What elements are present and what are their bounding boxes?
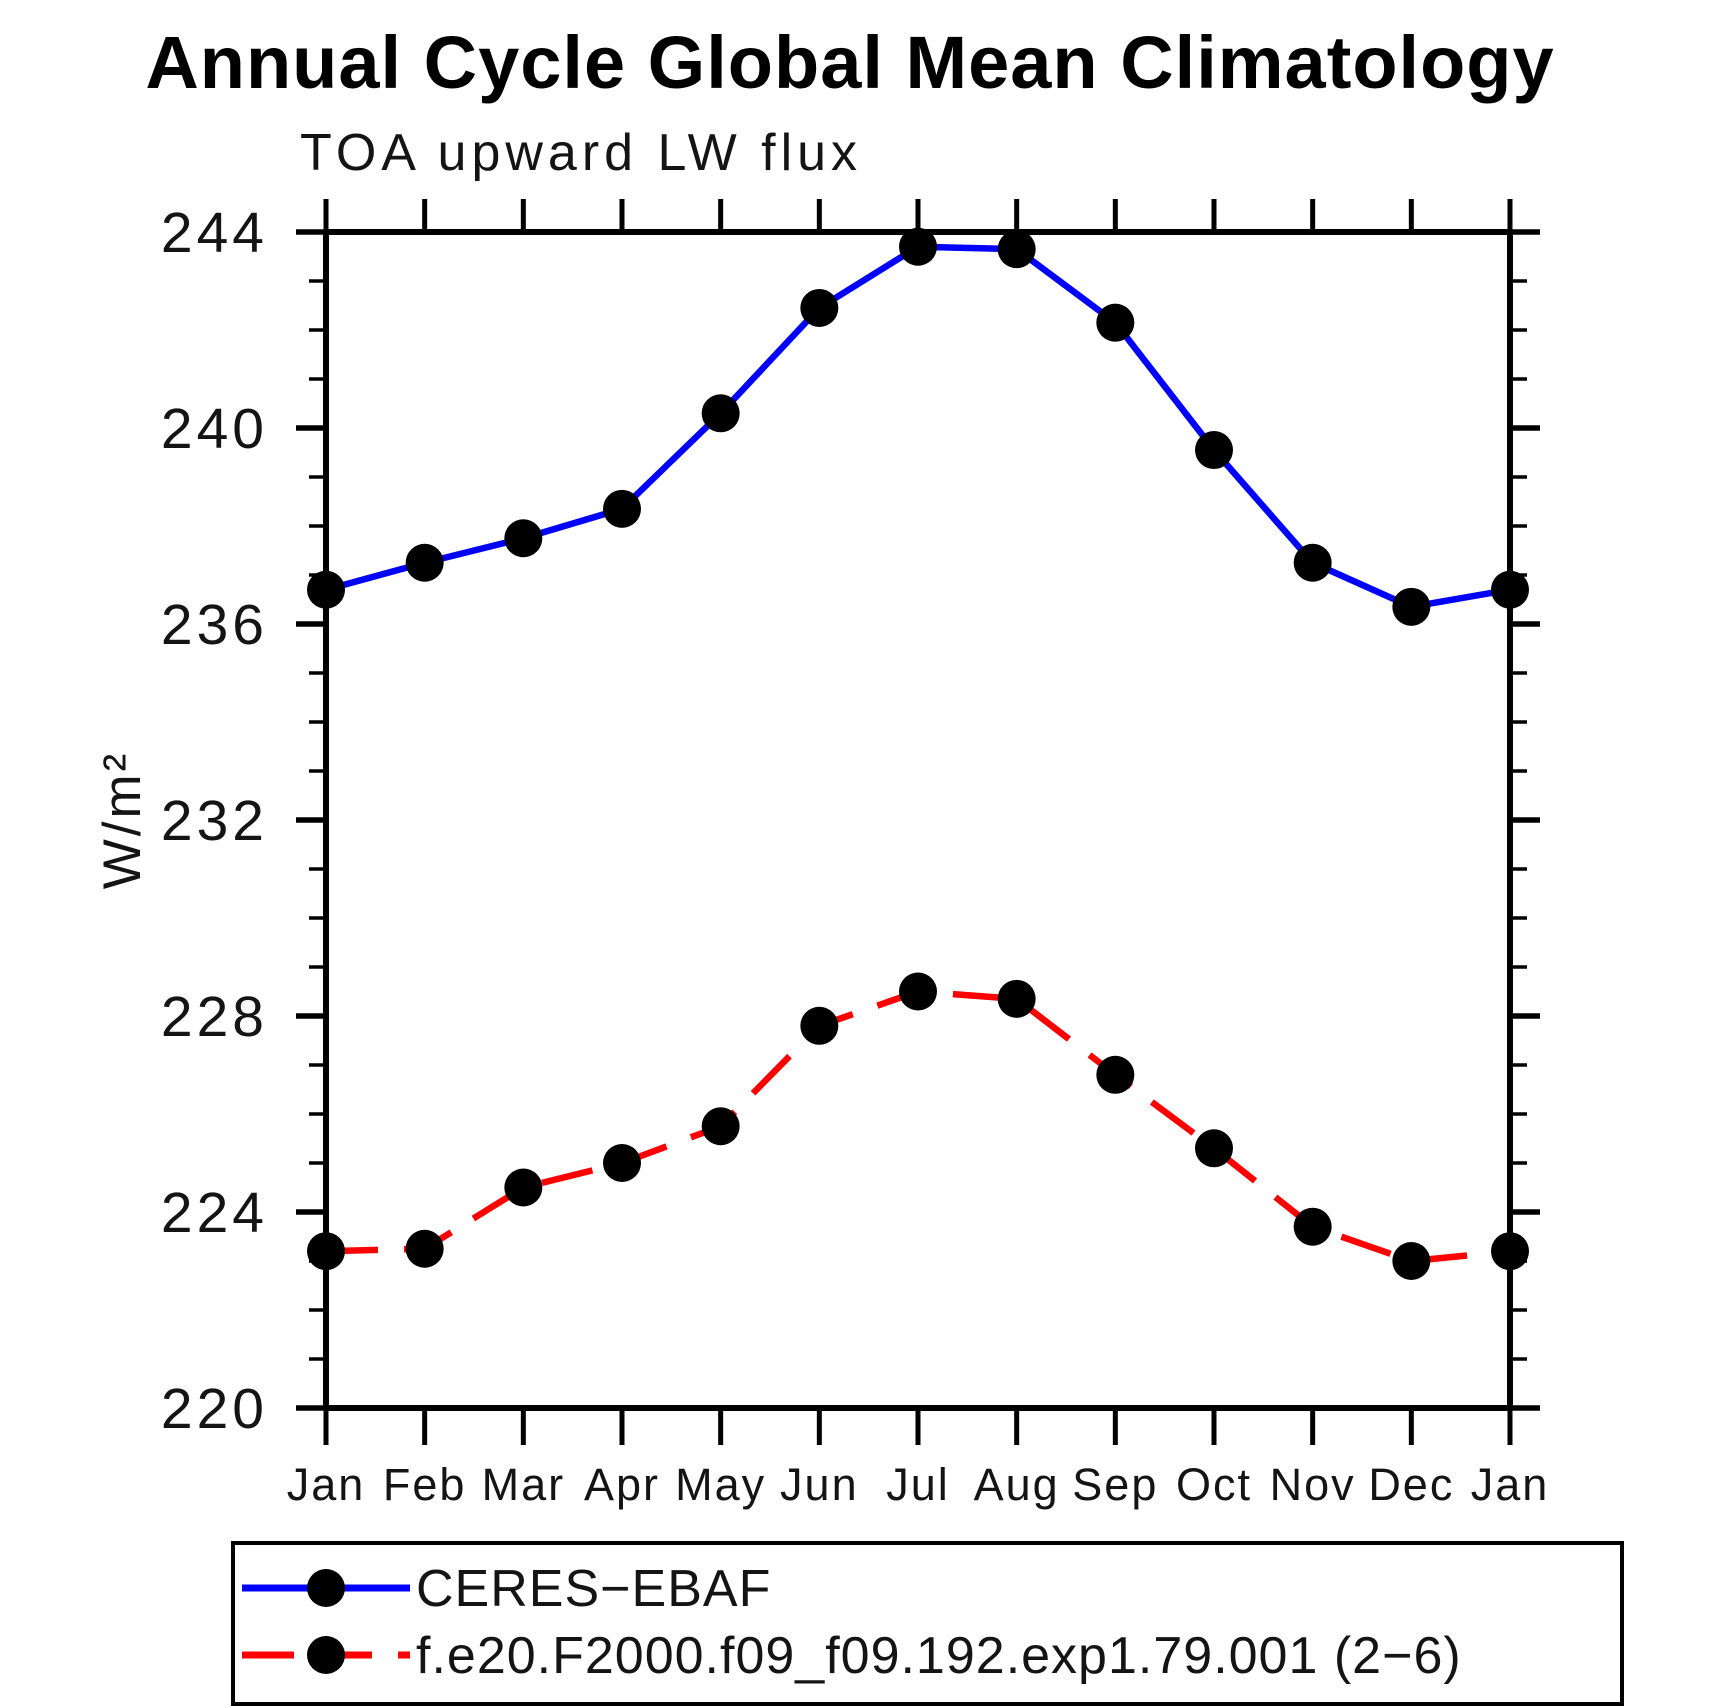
chart-subtitle: TOA upward LW flux — [300, 124, 862, 182]
data-point-marker — [1195, 1129, 1233, 1168]
legend-item-model: f.e20.F2000.f09_f09.192.exp1.79.001 (2−6… — [242, 1627, 1462, 1685]
plot-area: 220 224 228 232 236 240 244 Jan Feb Mar Apr May Jun J… — [161, 199, 1550, 1510]
x-tick-label: Nov — [1270, 1459, 1356, 1510]
x-tick-label: Feb — [383, 1459, 467, 1510]
legend-marker-dot — [307, 1636, 345, 1674]
series-line-1 — [325, 988, 1511, 1265]
data-point-marker — [405, 1229, 444, 1268]
data-point-marker — [1293, 543, 1332, 582]
data-point-marker — [1096, 303, 1135, 342]
legend-label-model: f.e20.F2000.f09_f09.192.exp1.79.001 (2−6… — [416, 1627, 1462, 1685]
x-tick-label: Mar — [482, 1459, 566, 1510]
series-line-0 — [325, 243, 1511, 611]
data-point-marker — [1392, 587, 1431, 626]
data-point-marker — [1195, 431, 1233, 470]
data-point-marker — [997, 979, 1036, 1018]
data-point-marker — [1096, 1055, 1135, 1094]
data-point-marker — [405, 543, 444, 582]
legend-box — [231, 1541, 1624, 1706]
x-tick-label: Apr — [584, 1459, 660, 1510]
data-point-marker — [603, 1144, 641, 1182]
data-point-marker — [603, 489, 641, 528]
data-point-marker — [800, 1006, 839, 1045]
data-point-marker — [1491, 1232, 1529, 1271]
x-tick-label: Jan — [287, 1459, 366, 1510]
chart-title: Annual Cycle Global Mean Climatology — [145, 21, 1554, 104]
y-tick-label: 240 — [161, 397, 268, 461]
y-tick-label: 244 — [161, 201, 268, 265]
x-tick-label: Jun — [780, 1459, 859, 1510]
data-point-marker — [899, 972, 937, 1011]
data-point-marker — [800, 288, 839, 327]
x-tick-label: Dec — [1368, 1459, 1454, 1510]
y-tick-label: 224 — [161, 1181, 268, 1245]
data-point-marker — [307, 570, 345, 609]
data-point-marker — [504, 519, 543, 558]
legend-label-obs: CERES−EBAF — [416, 1560, 771, 1618]
y-tick-label: 228 — [161, 985, 268, 1049]
data-point-marker — [1491, 570, 1529, 609]
x-tick-label: Oct — [1176, 1459, 1252, 1510]
x-tick-label: May — [675, 1459, 766, 1510]
y-tick-label: 232 — [161, 789, 268, 853]
y-tick-label: 236 — [161, 593, 268, 657]
x-tick-label: Sep — [1072, 1459, 1158, 1510]
data-point-marker — [1293, 1207, 1332, 1246]
y-axis-label: W/m² — [93, 751, 152, 890]
data-point-marker — [701, 1107, 740, 1146]
data-point-marker — [899, 227, 937, 266]
data-point-marker — [997, 230, 1036, 269]
x-tick-label: Jul — [886, 1459, 950, 1510]
legend-marker-dot — [307, 1569, 345, 1607]
data-point-marker — [1392, 1242, 1431, 1280]
legend-item-obs: CERES−EBAF — [242, 1560, 771, 1618]
data-point-marker — [701, 394, 740, 433]
x-tick-label: Aug — [974, 1459, 1060, 1510]
x-tick-label: Jan — [1471, 1459, 1550, 1510]
data-point-marker — [504, 1168, 543, 1207]
legend: CERES−EBAF f.e20.F2000.f09_f09.192.exp1.… — [231, 1541, 1624, 1706]
y-tick-label: 220 — [161, 1377, 268, 1441]
data-point-marker — [307, 1232, 345, 1271]
